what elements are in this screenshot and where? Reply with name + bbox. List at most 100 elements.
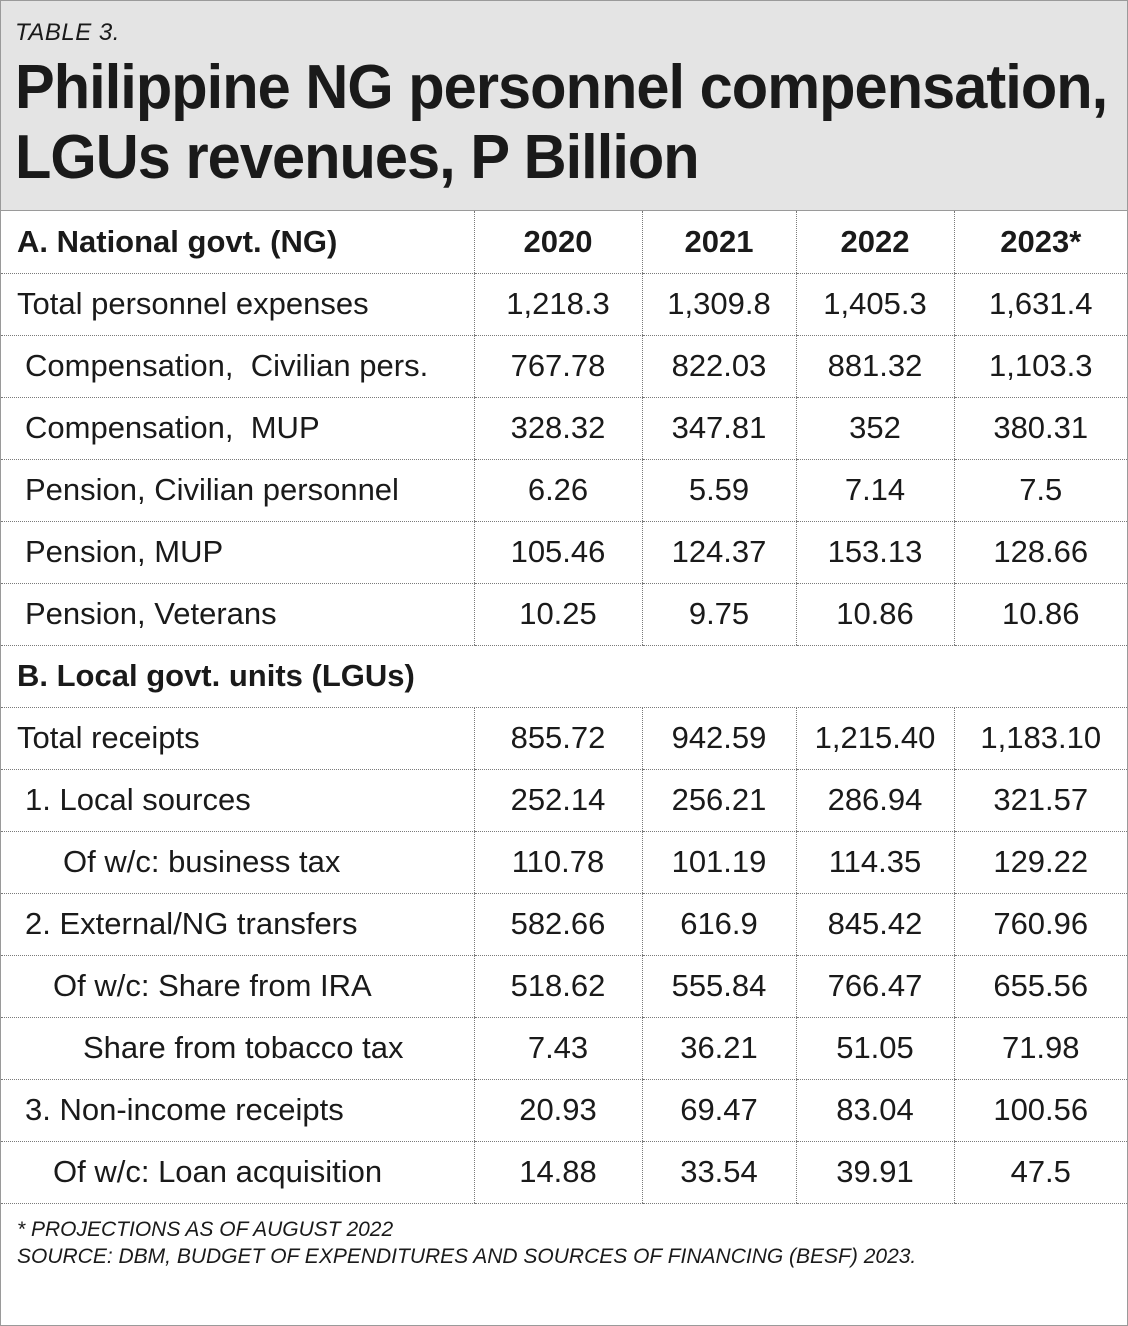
cell-2020: 14.88 bbox=[473, 1141, 642, 1204]
table-row: Total receipts 855.72 942.59 1,215.40 1,… bbox=[1, 707, 1127, 770]
row-label: Share from tobacco tax bbox=[1, 1017, 474, 1080]
cell-2020: 1,218.3 bbox=[473, 273, 642, 336]
row-label: 1. Local sources bbox=[1, 769, 474, 832]
source-note: SOURCE: DBM, BUDGET OF EXPENDITURES AND … bbox=[17, 1244, 917, 1268]
title-line-1: Philippine NG personnel compensation, bbox=[15, 53, 1108, 122]
table-row: Share from tobacco tax 7.43 36.21 51.05 … bbox=[1, 1017, 1127, 1080]
row-label: 2. External/NG transfers bbox=[1, 893, 474, 956]
cell-2022: 7.14 bbox=[795, 459, 954, 522]
table-header: TABLE 3. Philippine NG personnel compens… bbox=[1, 1, 1127, 211]
cell-2023: 655.56 bbox=[953, 955, 1127, 1018]
row-label: Pension, Civilian personnel bbox=[1, 459, 474, 522]
col-header-2020: 2020 bbox=[473, 211, 642, 274]
title-line-2: LGUs revenues, P Billion bbox=[15, 123, 700, 192]
cell-2022: 10.86 bbox=[795, 583, 954, 646]
table-row: Total personnel expenses 1,218.3 1,309.8… bbox=[1, 273, 1127, 336]
cell-2020: 105.46 bbox=[473, 521, 642, 584]
row-label: Total personnel expenses bbox=[1, 273, 474, 336]
cell-2020: 110.78 bbox=[473, 831, 642, 894]
cell-2021: 616.9 bbox=[641, 893, 796, 956]
section-b-header: B. Local govt. units (LGUs) bbox=[1, 645, 1127, 708]
cell-2023: 71.98 bbox=[953, 1017, 1127, 1080]
table-row: Pension, MUP 105.46 124.37 153.13 128.66 bbox=[1, 521, 1127, 584]
cell-2020: 7.43 bbox=[473, 1017, 642, 1080]
cell-2021: 124.37 bbox=[641, 521, 796, 584]
cell-2023: 47.5 bbox=[953, 1141, 1127, 1204]
cell-2022: 51.05 bbox=[795, 1017, 954, 1080]
cell-2023: 321.57 bbox=[953, 769, 1127, 832]
cell-2021: 256.21 bbox=[641, 769, 796, 832]
cell-2023: 380.31 bbox=[953, 397, 1127, 460]
cell-2020: 767.78 bbox=[473, 335, 642, 398]
cell-2020: 10.25 bbox=[473, 583, 642, 646]
cell-2020: 582.66 bbox=[473, 893, 642, 956]
cell-2021: 942.59 bbox=[641, 707, 796, 770]
row-label: Total receipts bbox=[1, 707, 474, 770]
table-row: Compensation, MUP 328.32 347.81 352 380.… bbox=[1, 397, 1127, 460]
cell-2023: 7.5 bbox=[953, 459, 1127, 522]
table-row: 1. Local sources 252.14 256.21 286.94 32… bbox=[1, 769, 1127, 832]
cell-2022: 1,215.40 bbox=[795, 707, 954, 770]
cell-2023: 129.22 bbox=[953, 831, 1127, 894]
cell-2021: 5.59 bbox=[641, 459, 796, 522]
cell-2023: 1,631.4 bbox=[953, 273, 1127, 336]
cell-2021: 555.84 bbox=[641, 955, 796, 1018]
cell-2022: 39.91 bbox=[795, 1141, 954, 1204]
cell-2020: 6.26 bbox=[473, 459, 642, 522]
cell-2020: 855.72 bbox=[473, 707, 642, 770]
cell-2020: 20.93 bbox=[473, 1079, 642, 1142]
cell-2021: 9.75 bbox=[641, 583, 796, 646]
table-title: Philippine NG personnel compensation, LG… bbox=[15, 53, 1108, 193]
table-row: Of w/c: Share from IRA 518.62 555.84 766… bbox=[1, 955, 1127, 1018]
row-label: Of w/c: business tax bbox=[1, 831, 474, 894]
table-row: 2. External/NG transfers 582.66 616.9 84… bbox=[1, 893, 1127, 956]
cell-2022: 1,405.3 bbox=[795, 273, 954, 336]
cell-2023: 1,183.10 bbox=[953, 707, 1127, 770]
row-label: Of w/c: Loan acquisition bbox=[1, 1141, 474, 1204]
cell-2023: 100.56 bbox=[953, 1079, 1127, 1142]
cell-2021: 101.19 bbox=[641, 831, 796, 894]
data-table: A. National govt. (NG) 2020 2021 2022 20… bbox=[1, 211, 1127, 1204]
row-label: 3. Non-income receipts bbox=[1, 1079, 474, 1142]
row-label: Pension, MUP bbox=[1, 521, 474, 584]
cell-2021: 1,309.8 bbox=[641, 273, 796, 336]
cell-2023: 1,103.3 bbox=[953, 335, 1127, 398]
table-footer: * PROJECTIONS AS OF AUGUST 2022 SOURCE: … bbox=[1, 1204, 1127, 1270]
cell-2021: 69.47 bbox=[641, 1079, 796, 1142]
col-header-2021: 2021 bbox=[641, 211, 796, 274]
cell-2022: 286.94 bbox=[795, 769, 954, 832]
table-row: 3. Non-income receipts 20.93 69.47 83.04… bbox=[1, 1079, 1127, 1142]
cell-2022: 845.42 bbox=[795, 893, 954, 956]
table-row: Of w/c: business tax 110.78 101.19 114.3… bbox=[1, 831, 1127, 894]
cell-2021: 822.03 bbox=[641, 335, 796, 398]
cell-2022: 114.35 bbox=[795, 831, 954, 894]
table-row: Compensation, Civilian pers. 767.78 822.… bbox=[1, 335, 1127, 398]
cell-2022: 881.32 bbox=[795, 335, 954, 398]
cell-2022: 83.04 bbox=[795, 1079, 954, 1142]
footnote: * PROJECTIONS AS OF AUGUST 2022 bbox=[17, 1217, 394, 1241]
table-row: Pension, Civilian personnel 6.26 5.59 7.… bbox=[1, 459, 1127, 522]
section-a-header: A. National govt. (NG) bbox=[1, 211, 474, 274]
cell-2020: 328.32 bbox=[473, 397, 642, 460]
row-label: Compensation, Civilian pers. bbox=[1, 335, 474, 398]
table-row: Of w/c: Loan acquisition 14.88 33.54 39.… bbox=[1, 1141, 1127, 1204]
cell-2022: 153.13 bbox=[795, 521, 954, 584]
cell-2021: 33.54 bbox=[641, 1141, 796, 1204]
cell-2023: 128.66 bbox=[953, 521, 1127, 584]
cell-2021: 347.81 bbox=[641, 397, 796, 460]
cell-2020: 518.62 bbox=[473, 955, 642, 1018]
col-header-2023: 2023* bbox=[953, 211, 1127, 274]
cell-2021: 36.21 bbox=[641, 1017, 796, 1080]
row-label: Of w/c: Share from IRA bbox=[1, 955, 474, 1018]
table-number: TABLE 3. bbox=[15, 19, 120, 46]
cell-2023: 760.96 bbox=[953, 893, 1127, 956]
col-header-2022: 2022 bbox=[795, 211, 954, 274]
section-b-header-row: B. Local govt. units (LGUs) bbox=[1, 645, 1127, 708]
row-label: Pension, Veterans bbox=[1, 583, 474, 646]
cell-2022: 766.47 bbox=[795, 955, 954, 1018]
row-label: Compensation, MUP bbox=[1, 397, 474, 460]
column-header-row: A. National govt. (NG) 2020 2021 2022 20… bbox=[1, 211, 1127, 274]
table-row: Pension, Veterans 10.25 9.75 10.86 10.86 bbox=[1, 583, 1127, 646]
cell-2020: 252.14 bbox=[473, 769, 642, 832]
